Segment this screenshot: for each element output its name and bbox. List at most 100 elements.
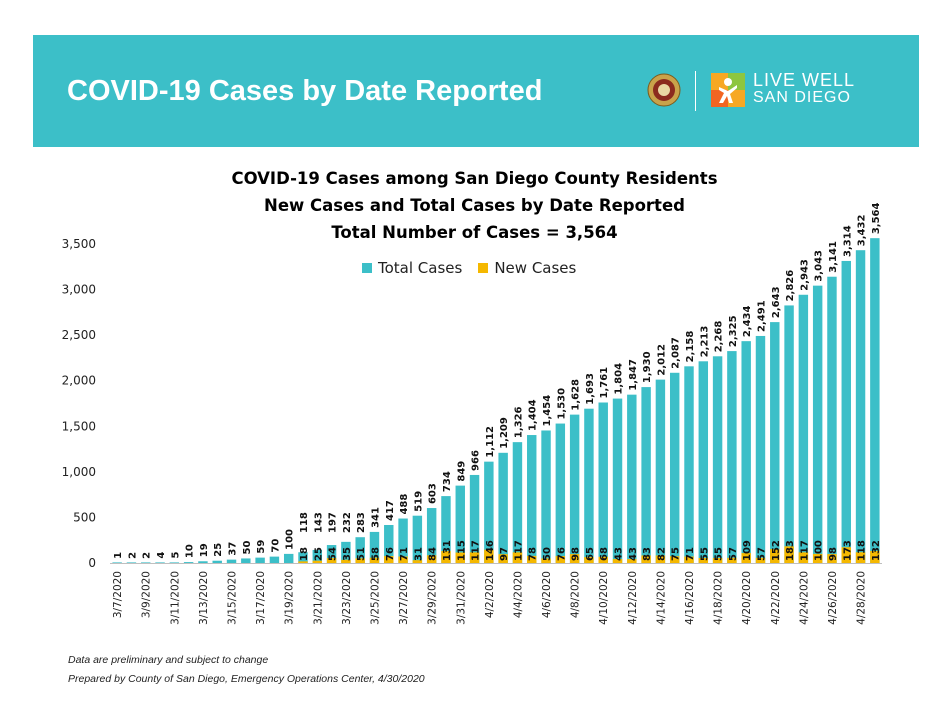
bar-total-cases xyxy=(498,452,508,563)
x-tick-label: 3/17/2020 xyxy=(255,571,267,625)
y-tick-label: 2,000 xyxy=(62,374,96,388)
header-divider xyxy=(695,71,696,111)
x-tick-label: 3/7/2020 xyxy=(112,571,124,618)
data-label-total-cases: 3,432 xyxy=(857,215,868,247)
data-label-new-cases: 57 xyxy=(728,547,739,561)
y-tick-label: 3,000 xyxy=(62,283,96,297)
bar-total-cases xyxy=(241,558,251,563)
bar-total-cases xyxy=(355,537,365,563)
data-label-total-cases: 966 xyxy=(471,450,482,471)
data-label-new-cases: 117 xyxy=(471,540,482,561)
x-tick-label: 3/13/2020 xyxy=(198,571,210,625)
data-label-new-cases: 146 xyxy=(485,540,496,561)
data-label-total-cases: 232 xyxy=(342,512,353,533)
bar-total-cases xyxy=(669,372,680,563)
data-label-total-cases: 2,087 xyxy=(671,337,682,369)
x-tick-label: 4/12/2020 xyxy=(627,571,639,625)
header-banner: COVID-19 Cases by Date Reported LIVE WEL… xyxy=(33,35,919,147)
data-label-new-cases: 65 xyxy=(585,547,596,561)
x-tick-label: 3/31/2020 xyxy=(455,571,467,625)
data-label-total-cases: 2,491 xyxy=(756,300,767,332)
bar-total-cases xyxy=(541,430,551,563)
bar-total-cases xyxy=(298,552,308,563)
data-label-total-cases: 2,943 xyxy=(799,259,810,291)
data-label-new-cases: 131 xyxy=(442,540,453,561)
bar-total-cases xyxy=(484,461,494,563)
data-label-total-cases: 519 xyxy=(413,491,424,512)
data-label-new-cases: 54 xyxy=(328,547,339,561)
bar-new-cases xyxy=(426,555,437,563)
data-label-new-cases: 18 xyxy=(299,547,310,561)
bar-new-cases xyxy=(584,557,594,563)
bar-new-cases xyxy=(541,558,551,563)
x-tick-label: 3/15/2020 xyxy=(227,571,239,625)
bar-total-cases xyxy=(398,518,408,563)
bar-total-cases xyxy=(855,250,866,564)
bar-new-cases xyxy=(798,552,809,563)
data-label-new-cases: 76 xyxy=(556,547,567,561)
data-label-total-cases: 1,693 xyxy=(585,373,596,405)
bar-total-cases xyxy=(469,474,480,563)
footnote-preliminary: Data are preliminary and subject to chan… xyxy=(68,654,269,666)
page-title: COVID-19 Cases by Date Reported xyxy=(67,75,543,107)
data-label-total-cases: 3,314 xyxy=(842,225,853,257)
x-tick-label: 4/28/2020 xyxy=(856,571,868,625)
bar-total-cases xyxy=(741,341,751,563)
data-label-total-cases: 341 xyxy=(370,507,381,528)
bar-new-cases xyxy=(369,557,380,563)
data-label-total-cases: 1 xyxy=(113,552,124,559)
data-label-total-cases: 118 xyxy=(299,512,310,533)
bar-total-cases xyxy=(112,562,122,563)
x-tick-label: 4/18/2020 xyxy=(713,571,725,625)
bar-total-cases xyxy=(612,398,623,563)
data-label-total-cases: 1,404 xyxy=(528,399,539,431)
bar-new-cases xyxy=(555,556,566,563)
x-tick-label: 4/10/2020 xyxy=(598,571,610,625)
bar-new-cases xyxy=(484,549,494,563)
data-label-new-cases: 97 xyxy=(499,547,510,561)
bar-new-cases xyxy=(384,556,394,563)
bar-total-cases xyxy=(341,541,351,563)
data-label-new-cases: 55 xyxy=(714,547,725,561)
data-label-total-cases: 488 xyxy=(399,494,410,515)
x-tick-label: 4/20/2020 xyxy=(741,571,753,625)
x-tick-label: 4/8/2020 xyxy=(570,571,582,618)
bar-new-cases xyxy=(841,547,851,563)
bar-new-cases xyxy=(784,546,794,563)
data-label-new-cases: 83 xyxy=(642,547,653,561)
data-label-total-cases: 50 xyxy=(242,540,253,554)
data-label-new-cases: 71 xyxy=(685,547,696,561)
bar-total-cases xyxy=(841,260,851,563)
bar-total-cases xyxy=(255,557,265,563)
bar-total-cases xyxy=(369,531,380,563)
data-label-new-cases: 76 xyxy=(385,547,396,561)
bar-new-cases xyxy=(627,559,637,563)
bar-total-cases xyxy=(627,394,637,563)
x-tick-label: 4/16/2020 xyxy=(684,571,696,625)
bar-total-cases xyxy=(527,435,537,563)
data-label-total-cases: 603 xyxy=(428,483,439,504)
bar-new-cases xyxy=(812,553,823,563)
x-tick-label: 4/6/2020 xyxy=(541,571,553,618)
x-tick-label: 3/29/2020 xyxy=(427,571,439,625)
bar-total-cases xyxy=(698,361,709,563)
data-label-total-cases: 143 xyxy=(313,512,324,533)
bar-total-cases xyxy=(269,556,280,563)
bar-total-cases xyxy=(169,562,180,563)
chart-legend: Total Cases New Cases xyxy=(362,259,592,277)
y-tick-label: 3,500 xyxy=(62,237,96,251)
legend-label-total: Total Cases xyxy=(378,259,463,277)
bar-total-cases xyxy=(555,423,566,563)
bar-total-cases xyxy=(812,285,823,563)
x-tick-label: 3/11/2020 xyxy=(169,571,181,625)
y-tick-label: 500 xyxy=(73,510,96,524)
data-label-total-cases: 2,325 xyxy=(728,315,739,347)
bar-new-cases xyxy=(341,559,351,563)
x-tick-label: 4/4/2020 xyxy=(512,571,524,618)
x-tick-label: 3/21/2020 xyxy=(312,571,324,625)
bar-total-cases xyxy=(655,379,666,563)
data-label-new-cases: 31 xyxy=(413,547,424,561)
data-label-new-cases: 57 xyxy=(756,547,767,561)
bar-total-cases xyxy=(312,549,323,563)
data-label-total-cases: 2 xyxy=(127,552,138,559)
